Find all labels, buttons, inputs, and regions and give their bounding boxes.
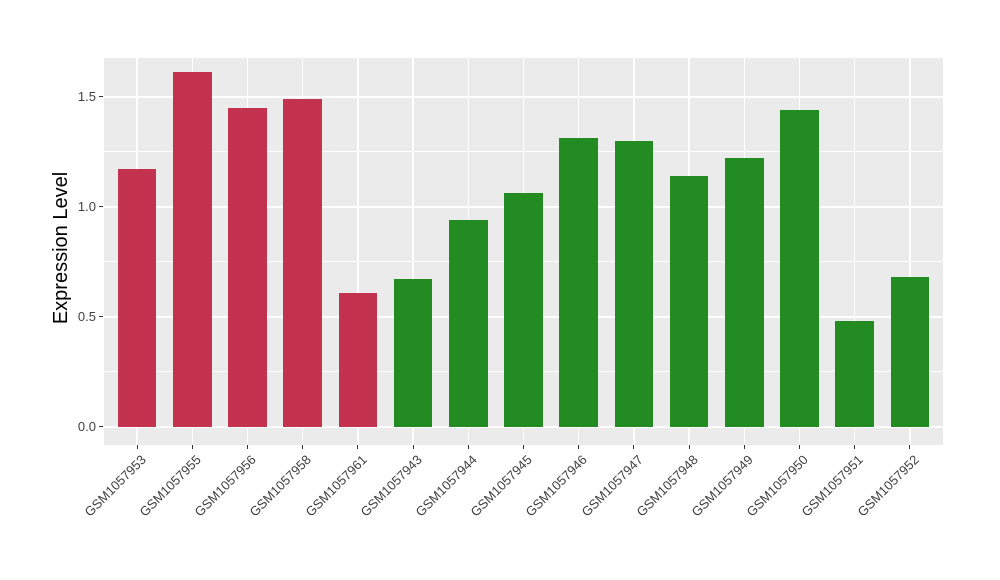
bar <box>283 98 323 427</box>
bar <box>172 72 212 427</box>
plot-panel <box>104 58 943 445</box>
x-tick-mark <box>357 445 359 449</box>
x-tick-mark <box>743 445 745 449</box>
bar <box>890 277 930 427</box>
y-tick-mark <box>99 316 103 318</box>
gridline-x-major <box>853 58 856 445</box>
bar <box>393 279 433 427</box>
bar <box>228 107 267 427</box>
bar <box>780 109 819 427</box>
x-tick-mark <box>136 445 138 449</box>
bar <box>117 169 157 427</box>
y-tick-mark <box>99 426 103 428</box>
bar <box>669 175 709 427</box>
bar <box>338 292 378 427</box>
y-tick-mark <box>99 206 103 208</box>
x-tick-mark <box>247 445 248 449</box>
bar <box>504 193 543 427</box>
x-tick-mark <box>578 445 580 449</box>
x-tick-mark <box>302 445 304 449</box>
x-tick-mark <box>633 445 635 449</box>
x-tick-mark <box>909 445 911 449</box>
bar <box>724 158 764 427</box>
gridline-x-major <box>412 58 414 445</box>
bar <box>614 140 654 427</box>
y-tick-label: 0.0 <box>77 418 96 434</box>
x-tick-mark <box>854 445 856 449</box>
x-tick-mark <box>798 445 800 449</box>
gridline-x-major <box>909 58 911 445</box>
bar <box>448 219 488 427</box>
y-tick-label: 0.5 <box>77 308 96 324</box>
x-tick-mark <box>523 445 524 449</box>
x-tick-mark <box>467 445 469 449</box>
bar <box>835 321 874 427</box>
y-tick-label: 1.0 <box>77 198 96 214</box>
x-tick-mark <box>412 445 414 449</box>
x-tick-mark <box>688 445 690 449</box>
x-tick-mark <box>191 445 193 449</box>
y-axis-title: Expression Level <box>50 171 72 325</box>
gridline-x-major <box>357 58 359 445</box>
bar <box>559 138 598 427</box>
y-tick-label: 1.5 <box>77 88 96 104</box>
y-tick-mark <box>99 96 103 98</box>
